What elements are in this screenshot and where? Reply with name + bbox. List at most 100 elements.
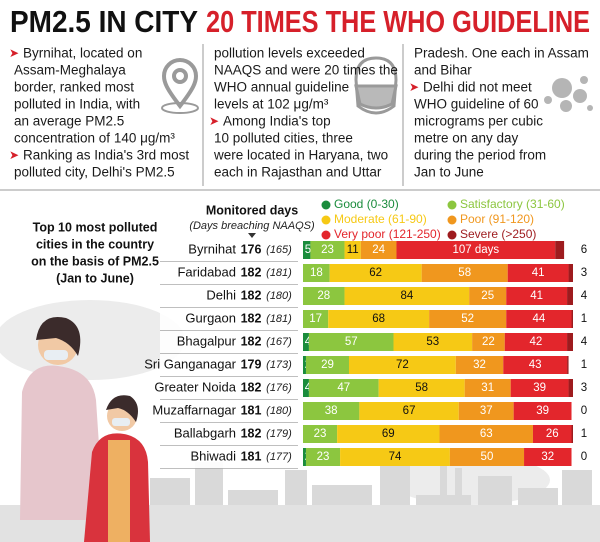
value-label: 72 <box>396 359 409 371</box>
column-header: Monitored days <box>206 203 298 217</box>
bar-segment <box>524 448 572 466</box>
bar-segment <box>360 241 397 259</box>
value-label: 22 <box>482 336 495 348</box>
city-label: Byrnihat <box>188 241 236 256</box>
value-label: 53 <box>426 336 439 348</box>
bar-segment <box>504 333 568 351</box>
value-label: 43 <box>529 359 542 371</box>
value-label: 39 <box>536 405 549 417</box>
bullet: ➤ <box>409 80 419 94</box>
body-text: during the period from <box>414 148 546 163</box>
monitored-days: 182 <box>241 265 262 279</box>
body-text: Among India's top <box>223 114 331 129</box>
value-label: 31 <box>481 382 494 394</box>
body-text: polluted city, Delhi's PM2.5 <box>14 165 175 180</box>
value-label: 32 <box>473 359 486 371</box>
chart-title: Top 10 most polluted <box>33 220 158 234</box>
chart: Top 10 most polluted cities in the countr… <box>31 197 588 469</box>
legend-label: Moderate (61-90) <box>334 212 427 226</box>
bar-segment <box>305 356 349 374</box>
pin-icon <box>161 58 199 114</box>
bar-segment <box>310 241 345 259</box>
value-label: 52 <box>461 313 474 325</box>
bullet: ➤ <box>9 46 19 60</box>
city-label: Bhagalpur <box>177 333 237 348</box>
value-label: 84 <box>400 290 413 302</box>
breaching-days: (181) <box>266 313 292 325</box>
bar-segment <box>303 448 306 466</box>
monitored-days: 181 <box>241 403 262 417</box>
legend-label: Very poor (121-250) <box>334 227 441 241</box>
body-text: Ranking as India's 3rd most <box>23 148 189 163</box>
bar-segment <box>344 241 361 259</box>
value-label: 44 <box>532 313 545 325</box>
body-text: WHO annual guideline <box>214 80 349 95</box>
value-label: 41 <box>530 290 543 302</box>
value-label: 62 <box>369 267 382 279</box>
body-text: Pradesh. One each in Assam <box>414 46 589 61</box>
value-label: 58 <box>415 382 428 394</box>
bar-segment <box>359 402 459 420</box>
value-label: 6 <box>581 244 587 256</box>
bar-segment <box>439 425 533 443</box>
value-label: 69 <box>382 428 395 440</box>
bar-segment <box>506 310 572 328</box>
body-text: each in Rajasthan and Uttar <box>214 165 382 180</box>
value-label: 23 <box>314 428 327 440</box>
bar-segment <box>303 333 309 351</box>
bar-segment <box>555 241 565 259</box>
bar-segment <box>567 287 573 305</box>
value-label: 68 <box>372 313 385 325</box>
column-subheader: (Days breaching NAAQS) <box>189 220 315 232</box>
bar-segment <box>464 379 511 397</box>
arrow-icon <box>248 233 256 238</box>
chart-title: cities in the country <box>36 237 154 251</box>
bar-segment <box>303 310 329 328</box>
value-label: 3 <box>581 267 587 279</box>
bar-segment <box>303 379 309 397</box>
bar-segment <box>449 448 525 466</box>
bullet: ➤ <box>9 148 19 162</box>
value-label: 4 <box>581 336 588 348</box>
body-text: and Bihar <box>414 63 472 78</box>
legend-marker <box>447 200 457 210</box>
bullet: ➤ <box>209 114 219 128</box>
bar-segment <box>308 379 379 397</box>
title-part-one: PM2.5 IN CITY <box>10 4 198 39</box>
city-label: Muzaffarnagar <box>152 402 236 417</box>
monitored-days: 176 <box>241 242 262 256</box>
bar-segment <box>568 379 573 397</box>
legend-marker <box>321 215 331 225</box>
bar-segment <box>507 264 569 282</box>
text-columns: ➤ Byrnihat, located on Assam-Meghalaya bord… <box>9 46 589 180</box>
city-label: Ballabgarh <box>174 425 236 440</box>
breaching-days: (179) <box>266 428 292 440</box>
value-label: 41 <box>532 267 545 279</box>
row-label-background <box>160 285 300 307</box>
value-label: 28 <box>317 290 330 302</box>
bar-segment <box>567 333 573 351</box>
value-label: 32 <box>541 451 554 463</box>
value-label: 4 <box>305 382 312 394</box>
value-label: 17 <box>309 313 322 325</box>
value-label: 47 <box>337 382 350 394</box>
bar-segment <box>303 241 311 259</box>
bar-segment <box>513 402 572 420</box>
value-label: 23 <box>317 451 330 463</box>
row-label-background <box>160 239 300 261</box>
legend-marker <box>447 215 457 225</box>
value-label: 3 <box>581 382 587 394</box>
legend-label: Poor (91-120) <box>460 212 534 226</box>
value-label: 0 <box>581 405 587 417</box>
city-label: Bhiwadi <box>190 448 236 463</box>
value-label: 1 <box>581 359 587 371</box>
value-label: 58 <box>458 267 471 279</box>
value-label: 1 <box>581 313 587 325</box>
bar-segment <box>421 264 508 282</box>
legend-label: Satisfactory (31-60) <box>460 197 565 211</box>
value-label: 4 <box>581 290 588 302</box>
value-label: 107 days <box>452 244 499 256</box>
value-label: 50 <box>481 451 494 463</box>
legend-marker <box>321 230 331 240</box>
city-label: Gurgaon <box>185 310 236 325</box>
